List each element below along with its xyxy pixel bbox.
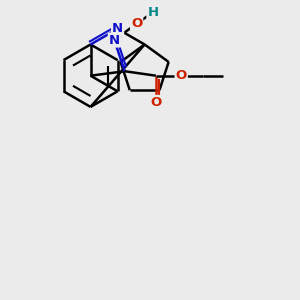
Text: N: N — [109, 34, 120, 46]
Text: O: O — [176, 69, 187, 82]
Text: N: N — [112, 22, 123, 35]
Text: O: O — [150, 96, 162, 109]
Text: O: O — [131, 17, 142, 30]
Text: H: H — [147, 6, 158, 19]
